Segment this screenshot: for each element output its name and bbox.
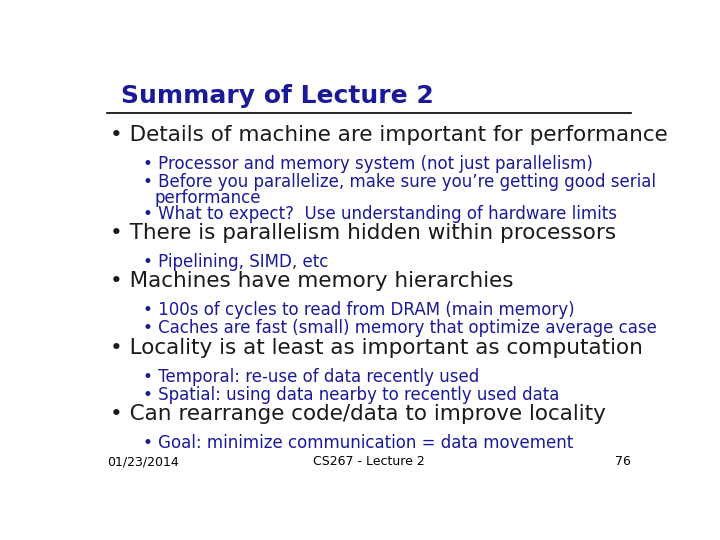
- Text: • Machines have memory hierarchies: • Machines have memory hierarchies: [109, 271, 513, 291]
- Text: Summary of Lecture 2: Summary of Lecture 2: [121, 84, 433, 107]
- Text: • Spatial: using data nearby to recently used data: • Spatial: using data nearby to recently…: [143, 386, 559, 404]
- Text: • What to expect?  Use understanding of hardware limits: • What to expect? Use understanding of h…: [143, 205, 617, 222]
- Text: • Goal: minimize communication = data movement: • Goal: minimize communication = data mo…: [143, 434, 573, 452]
- Text: • Caches are fast (small) memory that optimize average case: • Caches are fast (small) memory that op…: [143, 319, 657, 338]
- Text: • 100s of cycles to read from DRAM (main memory): • 100s of cycles to read from DRAM (main…: [143, 301, 575, 319]
- Text: • Temporal: re-use of data recently used: • Temporal: re-use of data recently used: [143, 368, 480, 386]
- Text: • Processor and memory system (not just parallelism): • Processor and memory system (not just …: [143, 155, 593, 173]
- Text: • Pipelining, SIMD, etc: • Pipelining, SIMD, etc: [143, 253, 328, 271]
- Text: CS267 - Lecture 2: CS267 - Lecture 2: [313, 455, 425, 468]
- Text: • Details of machine are important for performance: • Details of machine are important for p…: [109, 125, 667, 145]
- Text: 01/23/2014: 01/23/2014: [107, 455, 179, 468]
- Text: 76: 76: [616, 455, 631, 468]
- Text: • Can rearrange code/data to improve locality: • Can rearrange code/data to improve loc…: [109, 404, 606, 424]
- Text: • Before you parallelize, make sure you’re getting good serial: • Before you parallelize, make sure you’…: [143, 173, 656, 191]
- Text: • There is parallelism hidden within processors: • There is parallelism hidden within pro…: [109, 223, 616, 243]
- Text: performance: performance: [154, 189, 261, 207]
- Text: • Locality is at least as important as computation: • Locality is at least as important as c…: [109, 338, 642, 357]
